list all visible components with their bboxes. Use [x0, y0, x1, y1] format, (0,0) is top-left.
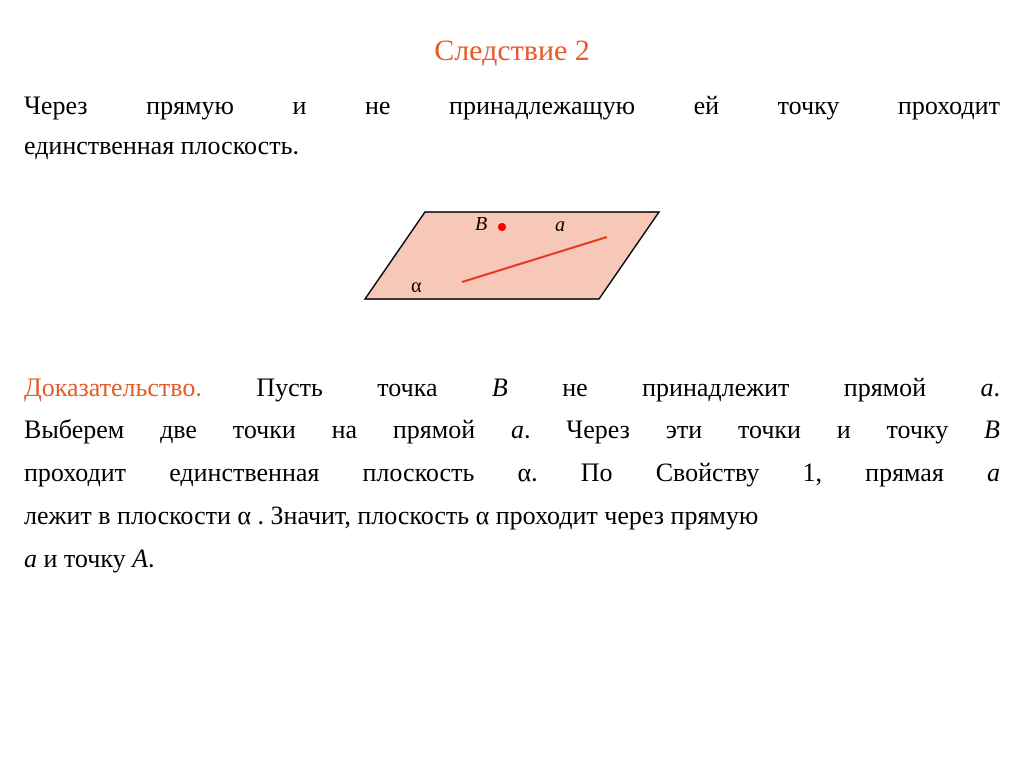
- label-b: B: [475, 213, 487, 235]
- proof-line2: Выберем две точки на прямой a. Через эти…: [24, 409, 1000, 452]
- proof-p21: Свойству: [656, 452, 760, 495]
- statement-block: Через прямую и не принадлежащую ей точку…: [24, 86, 1000, 167]
- plane-diagram: B a α: [357, 197, 667, 312]
- proof-a3: a: [987, 452, 1000, 495]
- statement-w1: Через: [24, 86, 88, 126]
- proof-p15: точку: [887, 409, 949, 452]
- proof-p10: прямой: [393, 409, 475, 452]
- statement-w4: не: [365, 86, 390, 126]
- proof-p25: и точку: [37, 544, 132, 573]
- proof-p7: две: [160, 409, 197, 452]
- statement-w6: ей: [694, 86, 719, 126]
- proof-a1: a: [980, 373, 993, 402]
- plane-shape: [365, 212, 659, 299]
- proof-line4: лежит в плоскости α . Значит, плоскость …: [24, 495, 1000, 538]
- proof-p20: По: [581, 452, 613, 495]
- statement-w7: точку: [778, 86, 840, 126]
- proof-p19: α.: [517, 452, 537, 495]
- proof-label: Доказательство.: [24, 367, 202, 410]
- proof-p9: на: [332, 409, 357, 452]
- proof-a4: a: [24, 544, 37, 573]
- proof-p18: плоскость: [363, 452, 475, 495]
- proof-line3: проходит единственная плоскость α. По Св…: [24, 452, 1000, 495]
- proof-B1: B: [492, 367, 508, 410]
- slide-page: Следствие 2 Через прямую и не принадлежа…: [0, 0, 1024, 768]
- proof-a1-wrap: a.: [980, 367, 1000, 410]
- page-title: Следствие 2: [24, 34, 1000, 68]
- proof-a2: a: [511, 415, 524, 444]
- proof-p23: прямая: [865, 452, 944, 495]
- proof-p8: точки: [233, 409, 296, 452]
- title-text: Следствие 2: [434, 34, 590, 67]
- proof-p4: принадлежит: [642, 367, 789, 410]
- proof-a2-wrap: a.: [511, 409, 531, 452]
- proof-p3: не: [562, 367, 587, 410]
- proof-p14: и: [837, 409, 851, 452]
- statement-w5: принадлежащую: [449, 86, 635, 126]
- proof-B2: B: [984, 409, 1000, 452]
- proof-p2: точка: [377, 367, 437, 410]
- proof-A: A: [132, 544, 148, 573]
- proof-p12: эти: [666, 409, 702, 452]
- label-alpha: α: [411, 275, 422, 297]
- proof-p11: Через: [566, 409, 630, 452]
- proof-block: Доказательство. Пусть точка B не принадл…: [24, 367, 1000, 581]
- label-a: a: [555, 214, 565, 236]
- diagram-container: B a α: [24, 197, 1000, 317]
- proof-p13: точки: [738, 409, 801, 452]
- proof-p17: единственная: [169, 452, 319, 495]
- proof-p6: Выберем: [24, 409, 124, 452]
- statement-line1: Через прямую и не принадлежащую ей точку…: [24, 86, 1000, 126]
- proof-line5: a и точку A.: [24, 538, 1000, 581]
- statement-w8: проходит: [898, 86, 1000, 126]
- statement-w3: и: [292, 86, 306, 126]
- proof-p24: лежит в плоскости α . Значит, плоскость …: [24, 501, 758, 530]
- proof-p5: прямой: [844, 367, 926, 410]
- proof-p16: проходит: [24, 452, 126, 495]
- proof-p1: Пусть: [256, 367, 323, 410]
- proof-dot1: .: [993, 373, 1000, 402]
- statement-w2: прямую: [146, 86, 234, 126]
- statement-line2: единственная плоскость.: [24, 126, 1000, 166]
- point-b: [498, 223, 506, 231]
- proof-p22: 1,: [803, 452, 823, 495]
- proof-dot3: .: [148, 544, 155, 573]
- proof-line1: Доказательство. Пусть точка B не принадл…: [24, 367, 1000, 410]
- proof-dot2: .: [524, 415, 531, 444]
